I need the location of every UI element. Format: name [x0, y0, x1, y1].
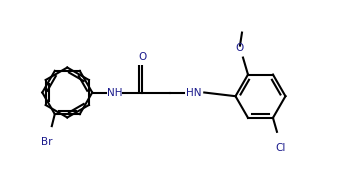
Text: Cl: Cl [276, 143, 286, 153]
Text: HN: HN [187, 88, 202, 97]
Text: NH: NH [107, 88, 122, 97]
Text: Br: Br [41, 137, 52, 147]
Text: O: O [236, 43, 244, 53]
Text: O: O [138, 51, 146, 61]
